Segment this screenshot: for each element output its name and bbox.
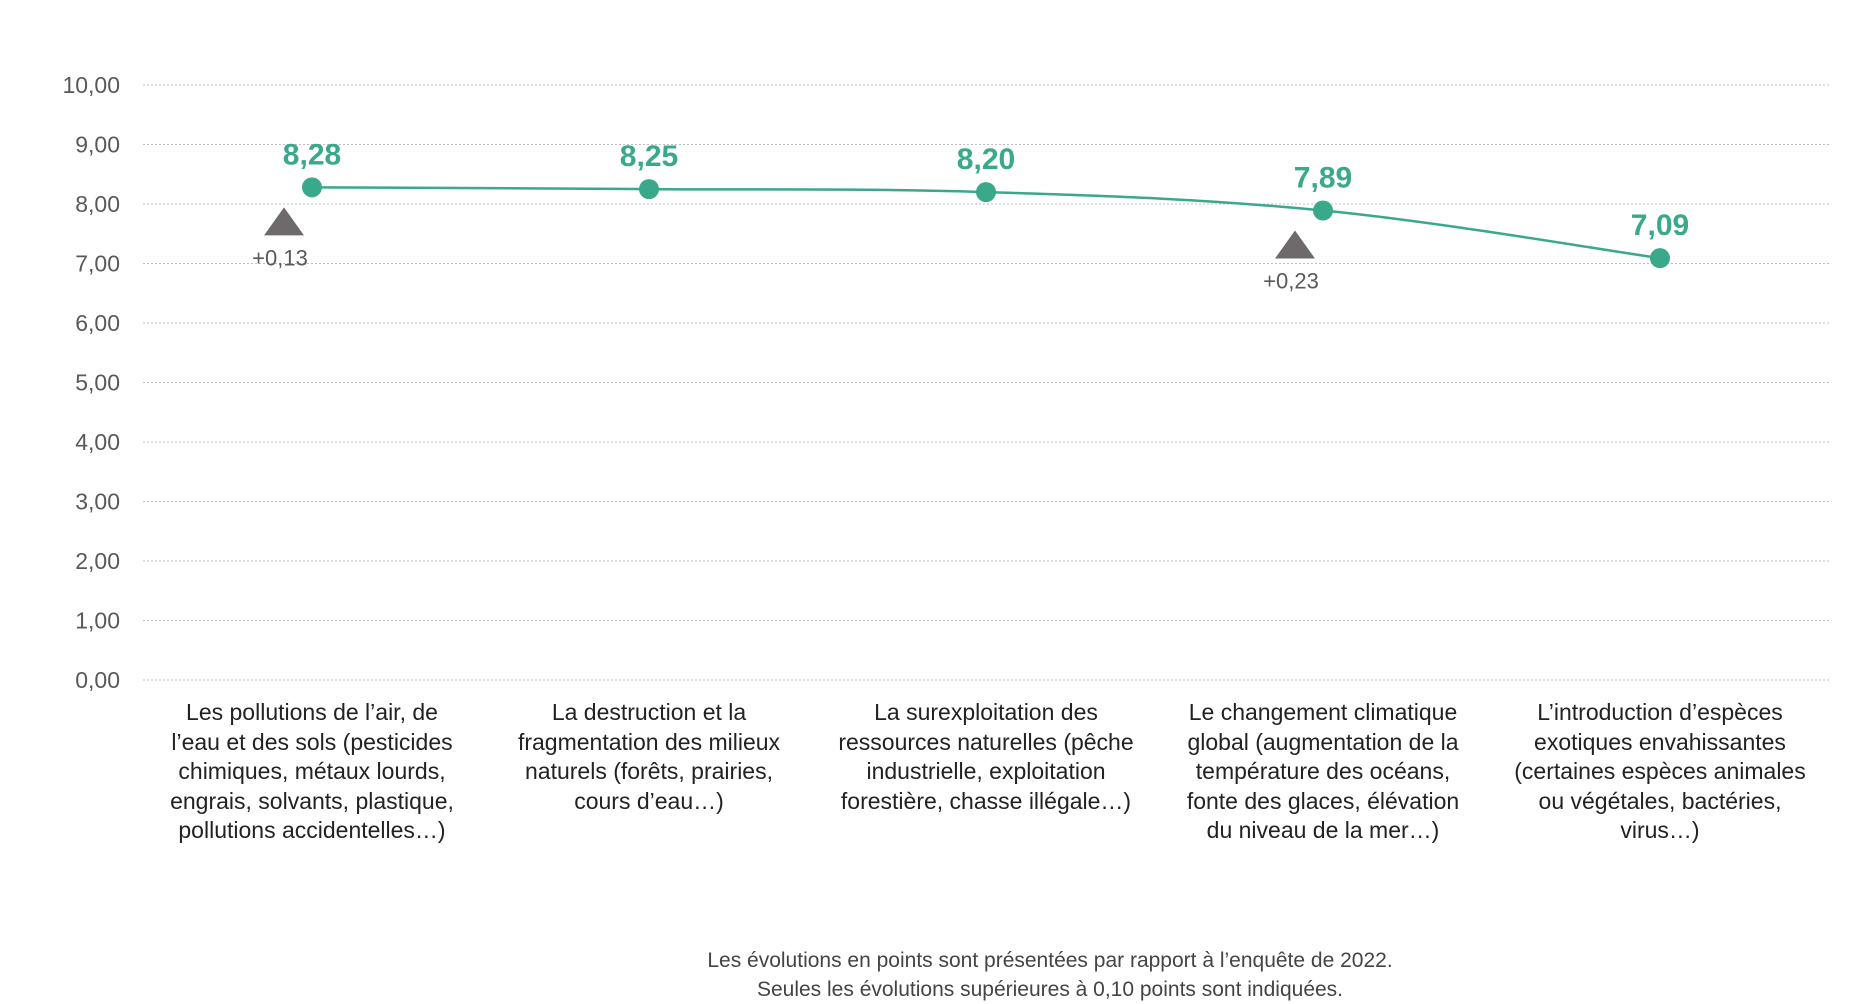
category-label-line: industrielle, exploitation bbox=[866, 758, 1106, 784]
y-tick-label: 1,00 bbox=[75, 608, 120, 634]
data-label: 8,25 bbox=[620, 140, 678, 173]
category-label: Les pollutions de l’air, de l’eau et des … bbox=[142, 698, 482, 846]
data-point bbox=[1313, 200, 1333, 221]
category-label-line: Les pollutions de l’air, de bbox=[186, 699, 438, 725]
y-tick-label: 5,00 bbox=[75, 370, 120, 396]
footnote-line: Les évolutions en points sont présentées… bbox=[707, 949, 1393, 972]
y-tick-label: 3,00 bbox=[75, 489, 120, 515]
data-points bbox=[302, 177, 1670, 269]
y-tick-label: 8,00 bbox=[75, 191, 120, 217]
data-label: 8,20 bbox=[957, 143, 1015, 176]
category-label-line: (certaines espèces animales bbox=[1514, 758, 1806, 784]
data-point bbox=[1650, 248, 1670, 269]
data-labels: 8,28 8,25 8,20 7,89 7,09 bbox=[283, 138, 1689, 242]
y-tick-label: 0,00 bbox=[75, 667, 120, 693]
category-label-line: ou végétales, bactéries, bbox=[1538, 787, 1782, 814]
category-label-line: pollutions accidentelles…) bbox=[178, 817, 446, 843]
data-point bbox=[639, 179, 659, 200]
evolution-label: +0,13 bbox=[252, 245, 308, 270]
category-label: Le changement climatique global (augmenta… bbox=[1153, 698, 1493, 846]
y-tick-label: 7,00 bbox=[75, 251, 120, 277]
data-label: 7,89 bbox=[1294, 162, 1352, 195]
category-label-line: La destruction et la bbox=[551, 699, 747, 725]
category-label-line: forestière, chasse illégale…) bbox=[840, 787, 1132, 814]
category-label-line: température des océans, bbox=[1195, 758, 1451, 784]
category-label-line: fragmentation des milieux bbox=[517, 728, 781, 755]
category-label: L’introduction d’espèces exotiques envahi… bbox=[1490, 698, 1830, 846]
y-tick-label: 9,00 bbox=[75, 132, 120, 158]
evolution-label: +0,23 bbox=[1263, 269, 1319, 294]
category-label-line: ressources naturelles (pêche bbox=[838, 728, 1134, 755]
category-label-line: cours d’eau…) bbox=[574, 787, 724, 814]
category-label-line: l’eau et des sols (pesticides bbox=[171, 728, 453, 755]
data-label: 8,28 bbox=[283, 138, 341, 171]
category-label: La surexploitation des ressources naturel… bbox=[816, 698, 1156, 816]
category-label-line: engrais, solvants, plastique, bbox=[170, 787, 454, 814]
category-label-line: du niveau de la mer…) bbox=[1206, 817, 1440, 843]
category-label-line: exotiques envahissantes bbox=[1534, 728, 1786, 755]
category-label: La destruction et la fragmentation des mi… bbox=[479, 698, 819, 816]
data-label: 7,09 bbox=[1631, 209, 1689, 242]
category-label-line: global (augmentation de la bbox=[1187, 728, 1459, 755]
gridlines bbox=[143, 84, 1830, 681]
footnote: Les évolutions en points sont présentées… bbox=[620, 946, 1480, 1004]
category-label-line: fonte des glaces, élévation bbox=[1186, 787, 1460, 814]
category-label-line: virus…) bbox=[1620, 817, 1700, 843]
y-tick-label: 4,00 bbox=[75, 429, 120, 455]
category-label-line: Le changement climatique bbox=[1188, 699, 1458, 725]
category-label-line: chimiques, métaux lourds, bbox=[178, 758, 446, 784]
y-axis-ticks: 10,00 9,00 8,00 7,00 6,00 5,00 4,00 3,00 2,00 1,0… bbox=[62, 72, 120, 693]
data-point bbox=[302, 177, 322, 198]
y-tick-label: 10,00 bbox=[62, 72, 120, 98]
evolution-markers: +0,13 +0,23 bbox=[252, 207, 1319, 294]
y-tick-label: 6,00 bbox=[75, 310, 120, 336]
category-label-line: La surexploitation des bbox=[874, 699, 1098, 725]
y-tick-label: 2,00 bbox=[75, 548, 120, 574]
category-label-line: L’introduction d’espèces bbox=[1537, 699, 1783, 725]
evolution-up-triangle bbox=[264, 207, 304, 236]
footnote-line: Seules les évolutions supérieures à 0,10… bbox=[756, 978, 1344, 1001]
category-label-line: naturels (forêts, prairies, bbox=[525, 758, 773, 784]
evolution-up-triangle bbox=[1275, 230, 1315, 259]
data-point bbox=[976, 182, 996, 203]
